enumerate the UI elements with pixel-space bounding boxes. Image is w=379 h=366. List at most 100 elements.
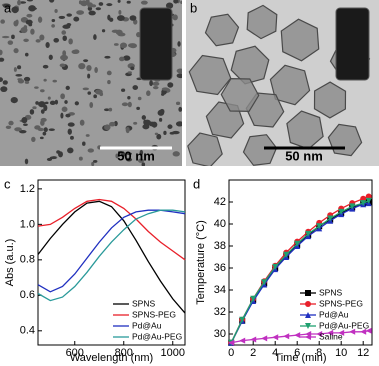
marker	[261, 335, 268, 342]
particle	[23, 25, 28, 30]
particle	[82, 87, 89, 91]
particle	[93, 94, 97, 99]
particle	[98, 2, 104, 6]
legend-marker	[305, 312, 311, 318]
particle	[122, 55, 131, 61]
particle	[60, 112, 64, 119]
particle	[136, 106, 140, 111]
particle	[39, 34, 45, 41]
legend-label: SPNS-PEG	[132, 309, 176, 319]
marker	[327, 215, 334, 222]
particle	[58, 15, 66, 19]
particle	[175, 121, 182, 127]
particle	[91, 161, 95, 166]
legend-label: SPNS-PEG	[319, 298, 363, 308]
legend-label: Pd@Au-PEG	[319, 320, 369, 330]
marker	[239, 337, 246, 344]
y-tick-label: 30	[214, 328, 226, 340]
particle	[49, 156, 57, 160]
particle	[65, 85, 70, 91]
particle	[143, 119, 147, 125]
nanocrystal	[188, 54, 232, 96]
particle	[0, 57, 5, 62]
marker	[316, 223, 323, 230]
particle	[31, 136, 36, 142]
scale-bar-label: 50 nm	[117, 148, 155, 163]
particle	[127, 43, 136, 48]
particle	[119, 56, 125, 62]
particle	[95, 7, 102, 11]
marker	[283, 251, 290, 258]
x-tick-label: 6	[294, 347, 300, 359]
particle	[137, 96, 142, 101]
particle	[126, 0, 131, 4]
particle	[62, 50, 67, 57]
marker	[239, 316, 246, 323]
particle	[87, 91, 92, 95]
particle	[43, 78, 47, 82]
particle	[106, 70, 112, 76]
particle	[141, 162, 146, 166]
particle	[7, 40, 14, 45]
particle	[24, 52, 29, 57]
particle	[104, 55, 111, 59]
particle	[54, 9, 58, 13]
particle	[117, 0, 121, 3]
particle	[24, 158, 29, 165]
particle	[51, 18, 56, 23]
particle	[68, 38, 73, 45]
particle	[52, 79, 57, 83]
x-tick-label: 4	[272, 347, 278, 359]
particle	[137, 158, 145, 163]
particle	[79, 119, 85, 126]
legend-label: Pd@Au-PEG	[132, 331, 182, 341]
series-line	[37, 198, 186, 261]
particle	[40, 117, 47, 122]
series-line	[37, 200, 186, 314]
marker	[283, 333, 290, 340]
particle	[40, 89, 45, 93]
particle	[67, 128, 72, 135]
marker	[272, 263, 279, 270]
particle	[19, 129, 27, 134]
marker	[349, 203, 356, 210]
particle	[101, 29, 106, 33]
particle	[78, 156, 83, 161]
particle	[15, 19, 19, 25]
y-tick-label: 32	[214, 306, 226, 318]
nanocrystal	[269, 64, 311, 106]
particle	[17, 0, 21, 6]
marker	[294, 332, 301, 339]
y-tick-label: 0.8	[20, 254, 35, 266]
y-tick-label: 0.6	[20, 289, 35, 301]
particle	[176, 68, 182, 74]
particle	[86, 64, 92, 72]
marker	[250, 336, 257, 343]
particle	[129, 15, 137, 21]
particle	[87, 73, 91, 79]
particle	[73, 16, 80, 22]
particle	[127, 96, 131, 100]
marker	[294, 240, 301, 247]
particle	[111, 29, 120, 33]
particle	[152, 85, 159, 90]
particle	[118, 9, 122, 15]
particle	[2, 3, 11, 9]
marker	[316, 331, 323, 337]
legend-marker	[305, 334, 311, 340]
particle	[82, 141, 86, 146]
y-tick-label: 34	[214, 284, 226, 296]
particle	[47, 96, 51, 100]
particle	[176, 73, 182, 79]
particle	[126, 157, 133, 162]
particle	[70, 135, 74, 140]
y-tick-label: 40	[214, 218, 226, 230]
series-line	[37, 209, 186, 293]
particle	[11, 34, 15, 40]
particle	[167, 82, 174, 88]
particle	[5, 125, 12, 129]
particle	[35, 39, 41, 43]
y-tick-label: 38	[214, 240, 226, 252]
particle	[8, 120, 14, 126]
particle	[64, 100, 68, 104]
